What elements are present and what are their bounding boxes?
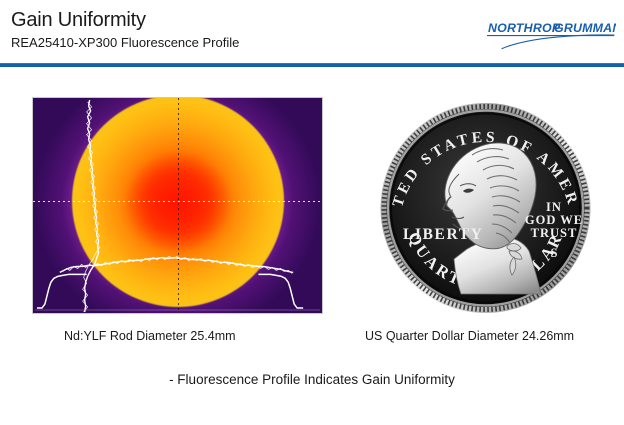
coin-inscription-motto: IN GOD WE TRUST <box>525 200 583 240</box>
coin-reeds <box>381 104 590 312</box>
washington-ribbon-bow <box>506 243 523 276</box>
coin-mintmark: S <box>551 246 558 260</box>
header-divider-rule <box>0 63 624 67</box>
svg-text:IN: IN <box>546 200 562 214</box>
coin-inscription-liberty: LIBERTY <box>403 226 483 243</box>
horizontal-trace-noise <box>62 256 293 274</box>
us-quarter-dollar-image: UNITED STATES OF AMERICA QUARTER DOLLAR <box>371 91 600 319</box>
heatmap-intensity-traces <box>33 98 322 313</box>
svg-text:GOD WE: GOD WE <box>525 213 583 227</box>
svg-text:GRUMMAN: GRUMMAN <box>554 21 616 35</box>
washington-hair <box>471 148 521 244</box>
vertical-intensity-trace <box>83 99 100 313</box>
washington-portrait <box>442 142 542 295</box>
fluorescence-caption: Nd:YLF Rod Diameter 25.4mm <box>64 329 236 343</box>
coin-inner-rim-shadow <box>390 112 581 304</box>
svg-text:NORTHROP: NORTHROP <box>488 21 561 35</box>
slide-header: Gain Uniformity REA25410-XP300 Fluoresce… <box>0 0 624 67</box>
vertical-trace-noise <box>82 101 101 313</box>
brand-swoosh-icon <box>501 34 615 50</box>
heatmap-vertical-crosshair <box>177 98 179 313</box>
page-title: Gain Uniformity <box>11 9 146 31</box>
quarter-caption: US Quarter Dollar Diameter 24.26mm <box>365 329 575 343</box>
slide-body: UNITED STATES OF AMERICA QUARTER DOLLAR <box>0 67 624 425</box>
svg-text:TRUST: TRUST <box>531 226 578 240</box>
fluorescence-profile-image <box>32 97 323 314</box>
northrop-grumman-logo: NORTHROP GRUMMAN <box>480 17 616 51</box>
coin-inner-rim <box>386 109 585 307</box>
bottom-plateau-profile <box>36 273 304 309</box>
brand-wordmark: NORTHROP GRUMMAN <box>488 21 616 35</box>
page-subtitle: REA25410-XP300 Fluorescence Profile <box>11 35 240 50</box>
summary-bullet-text: - Fluorescence Profile Indicates Gain Un… <box>169 372 455 387</box>
